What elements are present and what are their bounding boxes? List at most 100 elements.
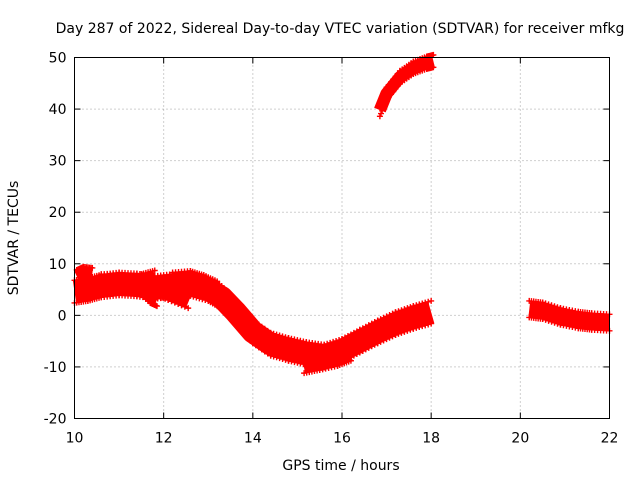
series-band	[303, 350, 353, 374]
data-point	[153, 281, 160, 288]
series-arc-early-upper	[73, 263, 96, 286]
data-point	[381, 89, 388, 96]
data-point	[190, 293, 197, 300]
series-arc-dip-lower	[301, 347, 354, 377]
series-band	[528, 301, 611, 331]
data-point	[416, 324, 423, 331]
data-layer	[71, 51, 613, 377]
series-band	[172, 271, 221, 295]
data-point	[551, 303, 558, 310]
data-point	[404, 327, 411, 334]
data-point	[234, 300, 241, 307]
chart-title: Day 287 of 2022, Sidereal Day-to-day VTE…	[56, 21, 625, 37]
data-point	[237, 326, 244, 333]
data-point	[181, 303, 188, 310]
data-point	[548, 302, 555, 309]
data-point	[430, 51, 437, 58]
data-point	[178, 302, 185, 309]
data-point	[419, 300, 426, 307]
data-point	[282, 334, 289, 341]
data-point	[175, 289, 182, 296]
data-point	[165, 285, 172, 292]
data-point	[150, 291, 157, 298]
data-point	[545, 317, 552, 324]
data-point	[168, 286, 175, 293]
data-point	[232, 296, 238, 303]
data-point	[193, 294, 200, 301]
data-point	[395, 308, 402, 315]
data-point	[153, 292, 160, 299]
y-axis-label: SDTVAR / TECUs	[6, 181, 22, 296]
data-point	[378, 98, 385, 105]
series-arc-branch-4	[169, 268, 221, 298]
x-tick-label: 10	[66, 431, 84, 447]
data-point	[379, 107, 386, 114]
grid-layer	[74, 57, 610, 419]
data-point	[147, 290, 154, 297]
data-point	[175, 301, 182, 308]
data-point	[425, 321, 432, 328]
data-point	[395, 330, 402, 337]
data-point	[89, 264, 96, 271]
x-tick-label: 18	[422, 431, 440, 447]
y-tick-label: -10	[44, 360, 67, 376]
series-band	[140, 270, 157, 285]
data-point	[336, 337, 343, 344]
data-point	[276, 332, 283, 339]
data-point	[270, 353, 277, 360]
tick-layer: 10 12 14 16 18 20 22 -20 -10 0 10 20 30 40 50	[44, 51, 619, 447]
data-point	[430, 64, 437, 71]
data-point	[279, 356, 286, 363]
data-point	[199, 296, 206, 303]
y-tick-label: -20	[44, 412, 67, 428]
y-tick-label: 40	[49, 102, 67, 118]
data-point	[347, 357, 354, 364]
data-point	[413, 324, 420, 331]
data-point	[407, 326, 414, 333]
x-tick-label: 16	[333, 431, 351, 447]
x-tick-label: 14	[244, 431, 262, 447]
y-tick-label: 10	[49, 257, 67, 273]
data-point	[378, 110, 385, 117]
data-point	[330, 338, 337, 345]
data-point	[267, 352, 274, 359]
data-point	[428, 297, 435, 304]
data-point	[246, 336, 253, 343]
data-point	[376, 100, 383, 107]
y-tick-label: 20	[49, 205, 67, 221]
data-point	[243, 310, 250, 317]
data-point	[422, 299, 429, 306]
data-point	[214, 278, 221, 285]
data-point	[162, 284, 169, 291]
data-point	[333, 337, 340, 344]
data-point	[234, 323, 241, 330]
data-point	[151, 267, 158, 274]
data-point	[240, 307, 247, 314]
data-point	[168, 298, 175, 305]
data-point	[89, 277, 96, 284]
data-point	[382, 87, 389, 94]
data-point	[327, 339, 334, 346]
data-point	[214, 291, 221, 298]
data-point	[165, 296, 172, 303]
data-point	[380, 92, 387, 99]
data-point	[324, 340, 331, 347]
data-point	[407, 304, 414, 311]
x-tick-label: 12	[155, 431, 173, 447]
data-point	[554, 304, 561, 311]
x-tick-label: 20	[511, 431, 529, 447]
series-band	[74, 266, 93, 282]
data-point	[410, 325, 417, 332]
y-tick-label: 50	[49, 51, 67, 67]
data-point	[398, 307, 405, 314]
data-point	[404, 305, 411, 312]
data-point	[171, 299, 178, 306]
data-point	[246, 314, 253, 321]
data-point	[153, 303, 160, 310]
data-point	[232, 319, 238, 326]
data-point	[401, 306, 408, 313]
data-point	[267, 329, 274, 336]
data-point	[545, 301, 552, 308]
data-point	[416, 301, 423, 308]
